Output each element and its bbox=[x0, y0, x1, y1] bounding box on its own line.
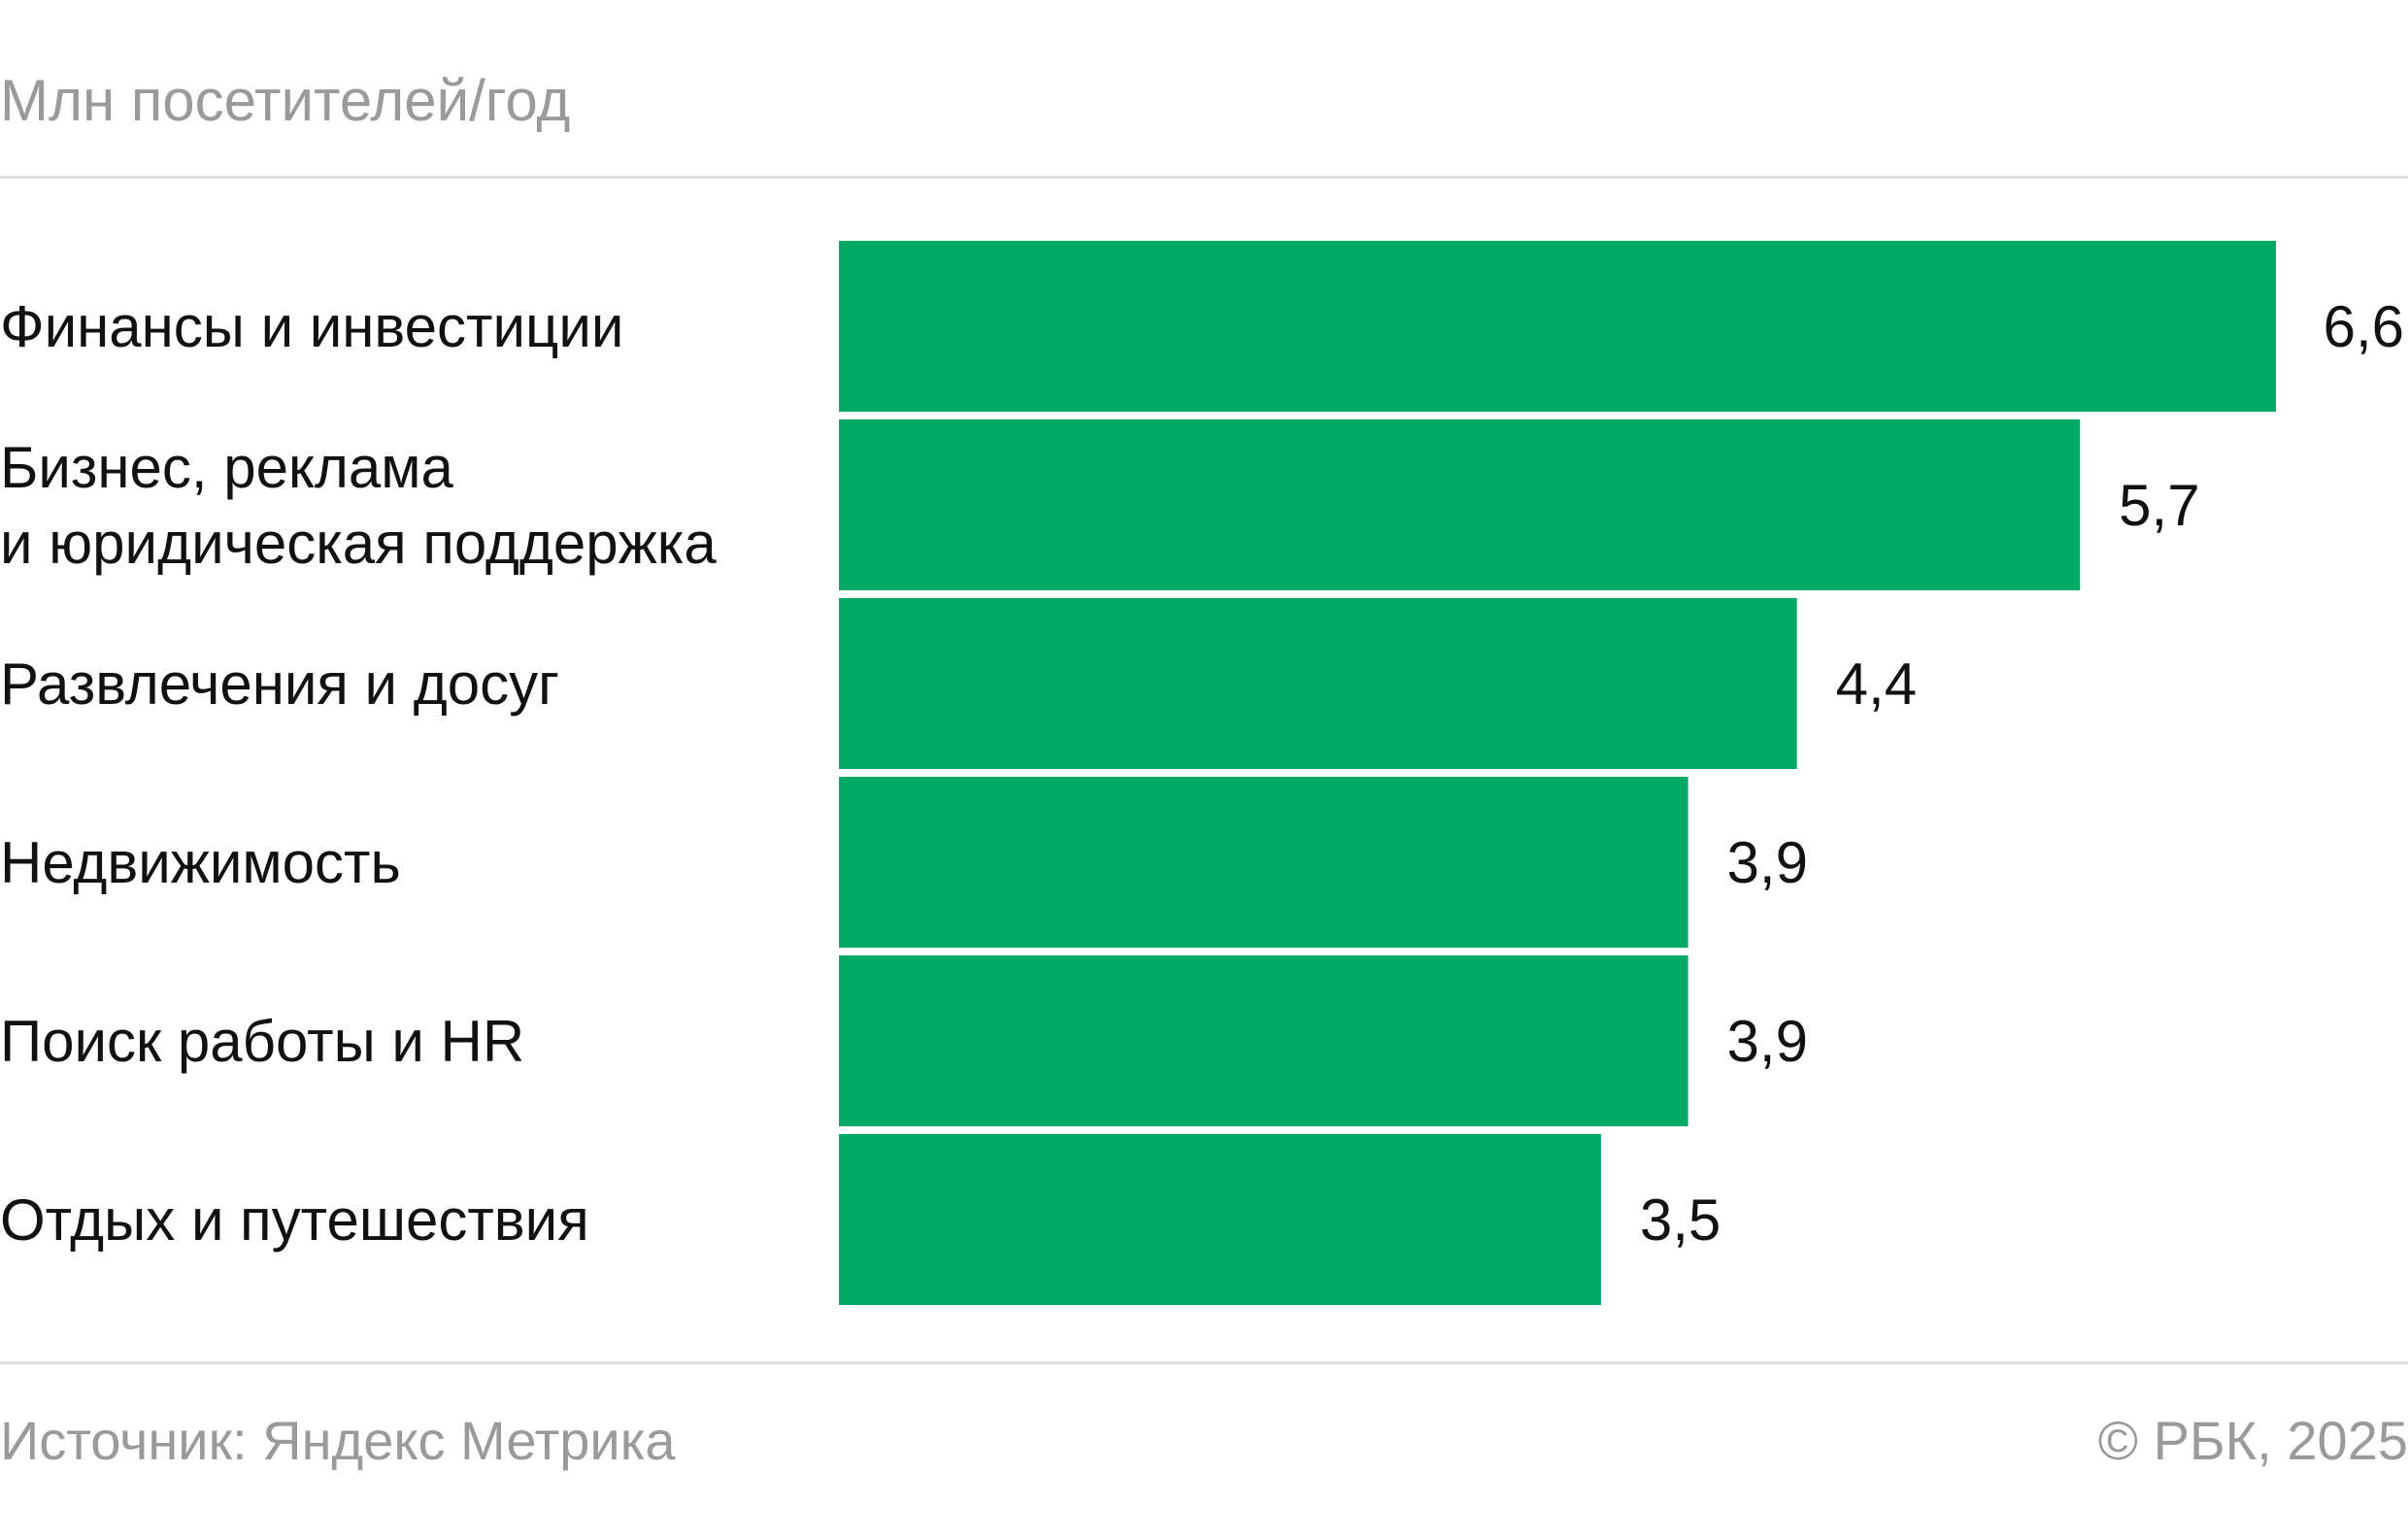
value-label-6: 3,5 bbox=[1640, 1187, 1721, 1253]
bar-5 bbox=[839, 955, 1689, 1126]
bottom-divider bbox=[0, 1361, 2408, 1364]
top-divider bbox=[0, 176, 2408, 179]
bar-2 bbox=[839, 419, 2081, 590]
value-label-3: 4,4 bbox=[1836, 652, 1917, 717]
bar-1 bbox=[839, 241, 2276, 412]
value-label-1: 6,6 bbox=[2324, 294, 2404, 359]
source-note: Источник: Яндекс Метрика bbox=[0, 1410, 676, 1471]
bar-3 bbox=[839, 598, 1797, 769]
category-label-5: Поиск работы и HR bbox=[0, 1009, 524, 1074]
category-label-6: Отдых и путешествия bbox=[0, 1187, 589, 1253]
copyright-note: © РБК, 2025 bbox=[2097, 1410, 2408, 1471]
category-label-2: Бизнес, реклама и юридическая поддержка bbox=[0, 435, 717, 576]
value-label-2: 5,7 bbox=[2119, 473, 2199, 538]
units-label: Млн посетителей/год bbox=[0, 68, 571, 133]
category-label-4: Недвижимость bbox=[0, 830, 401, 895]
bar-6 bbox=[839, 1134, 1601, 1305]
bar-4 bbox=[839, 777, 1689, 948]
value-label-4: 3,9 bbox=[1727, 830, 1808, 895]
category-label-1: Финансы и инвестиции bbox=[0, 294, 623, 359]
value-label-5: 3,9 bbox=[1727, 1009, 1808, 1074]
category-label-3: Развлечения и досуг bbox=[0, 652, 559, 717]
